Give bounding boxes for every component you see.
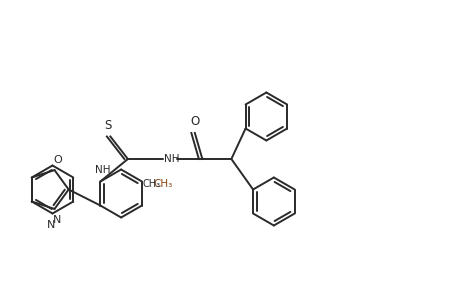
Text: O: O <box>190 115 200 128</box>
Text: NH: NH <box>164 154 179 164</box>
Text: N: N <box>53 215 61 225</box>
Text: NH: NH <box>95 165 110 175</box>
Text: N: N <box>48 220 56 230</box>
Text: CH₃: CH₃ <box>153 179 172 189</box>
Text: CH₃: CH₃ <box>143 179 161 189</box>
Text: O: O <box>53 155 63 165</box>
Text: S: S <box>105 119 112 131</box>
